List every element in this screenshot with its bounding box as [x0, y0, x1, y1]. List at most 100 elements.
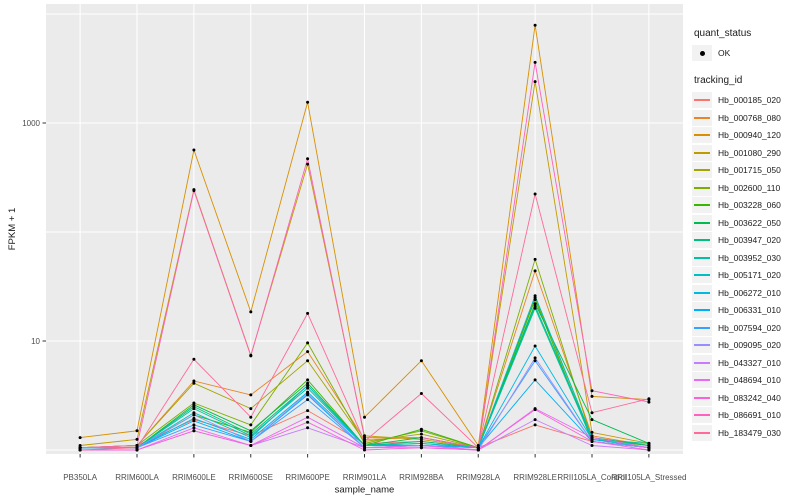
legend-key	[692, 337, 712, 353]
legend-line-swatch	[694, 379, 710, 381]
data-point	[306, 386, 310, 390]
data-point	[647, 400, 651, 404]
legend-line-swatch	[694, 291, 710, 294]
data-point	[363, 415, 366, 419]
legend-item-label: Hb_006272_010	[718, 287, 781, 298]
data-point	[306, 100, 310, 104]
legend-line-swatch	[694, 239, 710, 241]
data-point	[135, 429, 139, 433]
legend-line-swatch	[694, 116, 710, 119]
data-point	[363, 446, 366, 450]
data-point	[135, 448, 139, 452]
tracking-id-legend: tracking_id Hb_000185_020 Hb_000768_080 Hb…	[692, 75, 798, 441]
data-point	[306, 415, 310, 419]
data-point	[249, 407, 253, 411]
legend-key	[692, 407, 712, 423]
legend-key	[692, 232, 712, 248]
data-point	[192, 407, 196, 411]
x-tick-label: RRII105LA_Stressed	[611, 473, 686, 482]
legend-item-label: Hb_005171_020	[718, 270, 781, 280]
data-point	[135, 446, 139, 450]
legend-item-label: OK	[718, 48, 731, 58]
data-point	[306, 381, 310, 385]
data-point	[192, 419, 196, 423]
legend-item-label: Hb_003622_050	[718, 217, 781, 228]
legend-line-swatch	[694, 361, 710, 364]
legend-key	[692, 144, 712, 161]
legend-item-label: Hb_001080_290	[718, 147, 781, 158]
x-axis: PB350LA RRIM600LA RRIM600LE RRIM600SE RRIM60…	[63, 454, 686, 482]
y-tick-label: 1000	[22, 119, 40, 128]
legend-line-swatch	[694, 151, 710, 154]
legend-item-Hb_007594_020: Hb_007594_020	[692, 319, 798, 336]
legend-key	[692, 267, 712, 283]
data-point	[192, 381, 196, 385]
data-point	[476, 444, 480, 447]
legend-item-label: Hb_002600_110	[718, 182, 781, 193]
data-point	[135, 437, 139, 441]
data-point	[192, 423, 196, 427]
data-point	[192, 416, 196, 420]
legend-item-label: Hb_183479_030	[718, 427, 781, 438]
data-point	[533, 306, 537, 310]
data-point	[419, 359, 423, 363]
data-point	[590, 394, 594, 398]
x-tick-label: RRIM600SE	[229, 473, 273, 482]
data-point	[533, 359, 537, 363]
legend-line-swatch	[694, 256, 710, 259]
x-tick-label: RRIM928BA	[399, 473, 444, 482]
data-point	[647, 448, 651, 452]
legend-item-Hb_006331_010: Hb_006331_010	[692, 302, 798, 318]
data-point	[533, 23, 537, 27]
data-point	[306, 409, 310, 413]
data-point	[533, 80, 537, 84]
legend-key	[692, 214, 712, 231]
legend-line-swatch	[694, 326, 710, 329]
data-point	[419, 432, 423, 436]
legend-item-Hb_003622_050: Hb_003622_050	[692, 214, 798, 231]
legend-key	[692, 92, 712, 108]
legend-item-label: Hb_003952_030	[718, 252, 781, 263]
data-point	[306, 392, 310, 395]
legend-item-Hb_003952_030: Hb_003952_030	[692, 249, 798, 266]
x-tick-label: RRIM600LA	[115, 473, 159, 482]
legend-item-Hb_001715_050: Hb_001715_050	[692, 162, 798, 178]
data-point	[192, 189, 196, 193]
legend-line-swatch	[694, 204, 710, 206]
data-point	[249, 444, 253, 447]
data-point	[590, 444, 594, 447]
legend-key	[692, 162, 712, 178]
legend-key	[692, 284, 712, 301]
data-point	[419, 444, 423, 447]
data-point	[476, 446, 480, 450]
legend-line-swatch	[694, 431, 710, 434]
legend-line-swatch	[694, 309, 710, 311]
data-point	[476, 448, 480, 452]
x-tick-label: RRIM600LE	[172, 473, 216, 482]
legend-key	[692, 424, 712, 441]
legend-item-Hb_043327_010: Hb_043327_010	[692, 354, 798, 371]
legend-key	[692, 372, 712, 388]
legend-line-swatch	[694, 344, 710, 346]
legend-line-swatch	[694, 396, 710, 399]
data-point	[533, 344, 537, 348]
data-point	[533, 298, 537, 302]
data-point	[249, 393, 253, 397]
data-point	[135, 444, 139, 447]
legend-item-Hb_000768_080: Hb_000768_080	[692, 109, 798, 126]
data-point	[647, 444, 651, 447]
x-tick-label: RRIM901LA	[343, 473, 387, 482]
legend-item-Hb_086691_010: Hb_086691_010	[692, 407, 798, 423]
legend-item-label: Hb_003947_020	[718, 235, 781, 245]
data-point	[78, 446, 82, 450]
legend-item-Hb_001080_290: Hb_001080_290	[692, 144, 798, 161]
data-points	[78, 23, 651, 452]
data-point	[647, 441, 651, 445]
legend-item-label: Hb_086691_010	[718, 410, 781, 420]
data-point	[533, 257, 537, 261]
data-point	[419, 392, 423, 395]
data-point	[533, 423, 537, 427]
legend-item-Hb_000185_020: Hb_000185_020	[692, 92, 798, 108]
ok-point-icon	[699, 50, 705, 56]
